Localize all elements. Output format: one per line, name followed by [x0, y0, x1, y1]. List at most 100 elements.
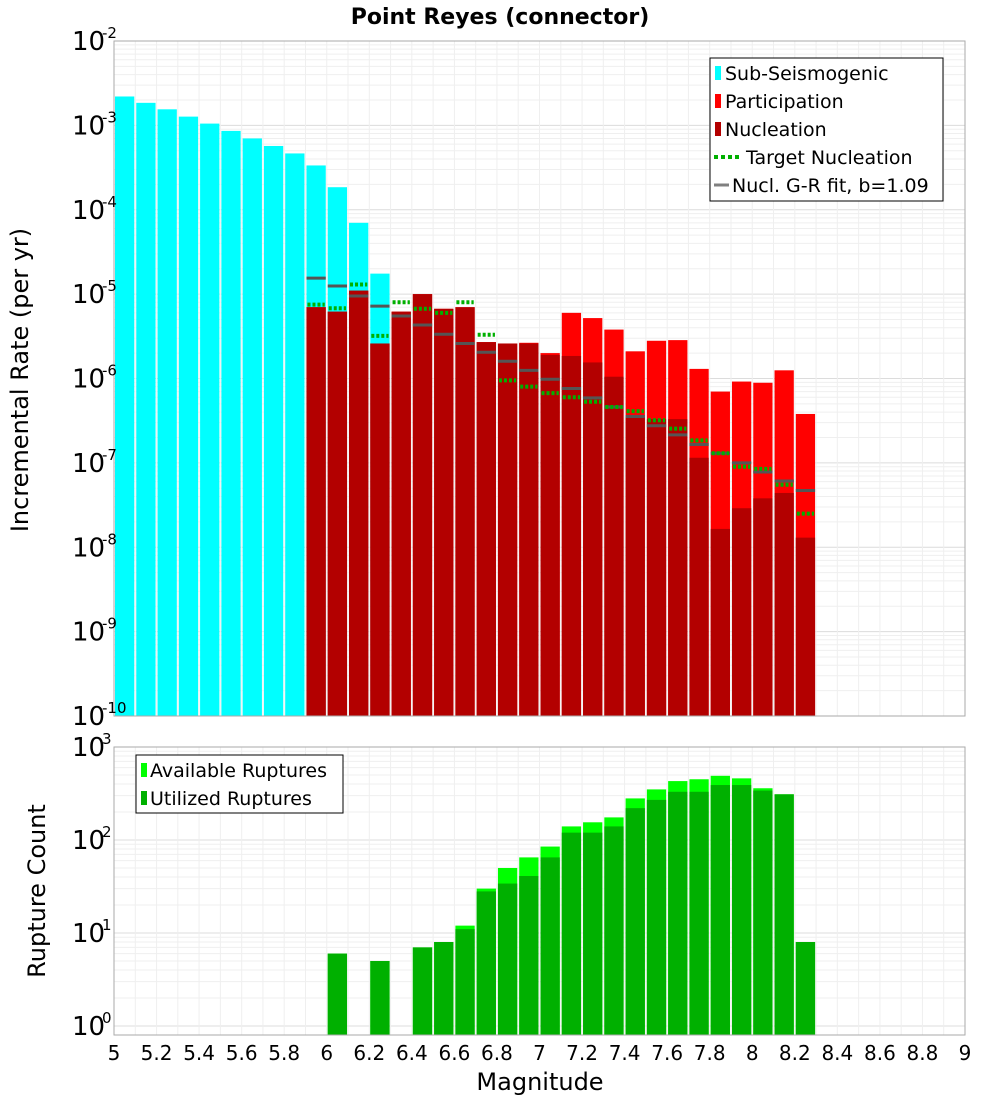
legend-label-nucleation: Nucleation — [725, 119, 827, 141]
rate-bars — [115, 96, 816, 717]
x-tick-label: 5.4 — [183, 1041, 215, 1065]
legend-swatch-nucleation — [715, 122, 721, 136]
sub-seismogenic-bar — [157, 109, 177, 716]
count-y-tick-exponent: 3 — [102, 730, 112, 748]
utilized-ruptures-bar — [412, 947, 433, 1035]
nucleation-bar — [412, 294, 433, 716]
x-tick-label: 8 — [746, 1041, 759, 1065]
x-tick-label: 6 — [320, 1041, 333, 1065]
count-y-tick-exponent: 2 — [102, 823, 112, 841]
sub-seismogenic-bar — [115, 96, 135, 716]
count-y-axis-label: Rupture Count — [23, 804, 51, 978]
utilized-ruptures-bar — [327, 953, 348, 1035]
utilized-ruptures-bar — [646, 799, 667, 1035]
rate-y-tick-exponent: -8 — [102, 530, 117, 548]
legend-label-available: Available Ruptures — [150, 760, 327, 782]
count-y-tick-label: 10 — [72, 1012, 105, 1042]
x-tick-label: 5 — [108, 1041, 121, 1065]
count-legend: Available Ruptures Utilized Ruptures — [135, 754, 344, 814]
rate-plot-frame — [113, 40, 966, 717]
count-y-tick-label: 10 — [72, 733, 105, 763]
nucleation-bar — [561, 355, 582, 716]
nucleation-bar — [774, 492, 794, 716]
rate-y-tick-label: 10 — [72, 618, 105, 648]
nucleation-bar — [327, 311, 348, 716]
nucleation-bar — [306, 307, 326, 716]
rate-legend-box — [709, 57, 944, 202]
count-plot-frame — [113, 746, 966, 1036]
rate-y-tick-exponent: -5 — [102, 277, 117, 295]
rate-y-tick-label: 10 — [72, 27, 105, 57]
rate-y-tick-exponent: -3 — [102, 108, 117, 126]
utilized-ruptures-bar — [583, 832, 603, 1035]
sub-seismogenic-bar — [200, 123, 220, 716]
count-gridlines — [113, 747, 966, 1035]
count-y-tick-label: 10 — [72, 919, 105, 949]
x-tick-label: 6.8 — [481, 1041, 513, 1065]
nucleation-bar — [476, 342, 496, 716]
x-tick-label: 8.2 — [779, 1041, 811, 1065]
sub-seismogenic-bar — [136, 102, 156, 716]
legend-label-sub-seismogenic: Sub-Seismogenic — [725, 63, 889, 85]
nucleation-bar — [646, 419, 667, 716]
x-tick-label: 8.6 — [864, 1041, 896, 1065]
x-tick-label: 7 — [533, 1041, 546, 1065]
sub-seismogenic-bar — [242, 138, 262, 717]
count-bars — [327, 775, 816, 1035]
rate-y-tick-label: 10 — [72, 280, 105, 310]
count-y-tick-exponent: 1 — [102, 916, 112, 934]
legend-swatch-sub-seismogenic — [715, 66, 721, 80]
x-tick-label: 5.6 — [226, 1041, 258, 1065]
x-axis-label: Magnitude — [476, 1068, 603, 1096]
utilized-ruptures-bar — [668, 791, 688, 1035]
rate-y-tick-exponent: -7 — [102, 446, 117, 464]
nucleation-bar — [604, 376, 624, 716]
nucleation-bar — [668, 419, 688, 716]
nucleation-bar — [710, 528, 730, 716]
utilized-ruptures-bar — [753, 790, 773, 1035]
x-tick-label: 5.8 — [268, 1041, 300, 1065]
nucleation-bar — [455, 307, 475, 716]
x-tick-label: 8.8 — [907, 1041, 939, 1065]
rate-y-tick-label: 10 — [72, 196, 105, 226]
nucleation-bar — [519, 343, 539, 716]
utilized-ruptures-bar — [519, 876, 539, 1035]
rate-y-tick-label: 10 — [72, 449, 105, 479]
count-y-tick-label: 10 — [72, 826, 105, 856]
rate-y-tick-label: 10 — [72, 365, 105, 395]
nucleation-bar — [370, 343, 390, 716]
utilized-ruptures-bar — [710, 785, 730, 1035]
utilized-ruptures-bar — [774, 794, 794, 1035]
nucleation-bar — [795, 537, 816, 716]
count-legend-box — [135, 754, 344, 814]
x-tick-label: 5.2 — [141, 1041, 173, 1065]
legend-label-utilized: Utilized Ruptures — [150, 788, 312, 810]
sub-seismogenic-bar — [221, 130, 241, 717]
utilized-ruptures-bar — [689, 791, 709, 1035]
rate-y-tick-label: 10 — [72, 533, 105, 563]
sub-seismogenic-bar — [178, 116, 199, 716]
x-axis-ticks: 5 5.2 5.4 5.6 5.8 6 6.2 6.4 6.6 6.8 7 7.2 7.4 7.6 7.8 8… — [108, 1041, 972, 1065]
chart-title: Point Reyes (connector) — [351, 5, 650, 30]
legend-swatch-available — [141, 763, 147, 777]
utilized-ruptures-bar — [540, 857, 560, 1035]
x-tick-label: 8.4 — [821, 1041, 853, 1065]
legend-swatch-utilized — [141, 791, 147, 805]
rate-y-tick-exponent: -9 — [102, 615, 117, 633]
utilized-ruptures-bar — [604, 826, 624, 1035]
legend-swatch-participation — [715, 94, 721, 108]
x-tick-label: 7.8 — [694, 1041, 726, 1065]
utilized-ruptures-bar — [625, 808, 645, 1035]
nucleation-bar — [349, 290, 369, 716]
utilized-ruptures-bar — [561, 832, 582, 1035]
utilized-ruptures-bar — [795, 942, 816, 1035]
nucleation-bar — [391, 311, 411, 716]
x-tick-label: 7.4 — [609, 1041, 641, 1065]
legend-label-gr-fit: Nucl. G-R fit, b=1.09 — [732, 175, 929, 197]
rate-markers — [306, 276, 816, 516]
nucleation-bar — [583, 362, 603, 716]
sub-seismogenic-bar — [285, 153, 305, 716]
nucleation-bar — [731, 508, 752, 716]
utilized-ruptures-bar — [455, 929, 475, 1035]
